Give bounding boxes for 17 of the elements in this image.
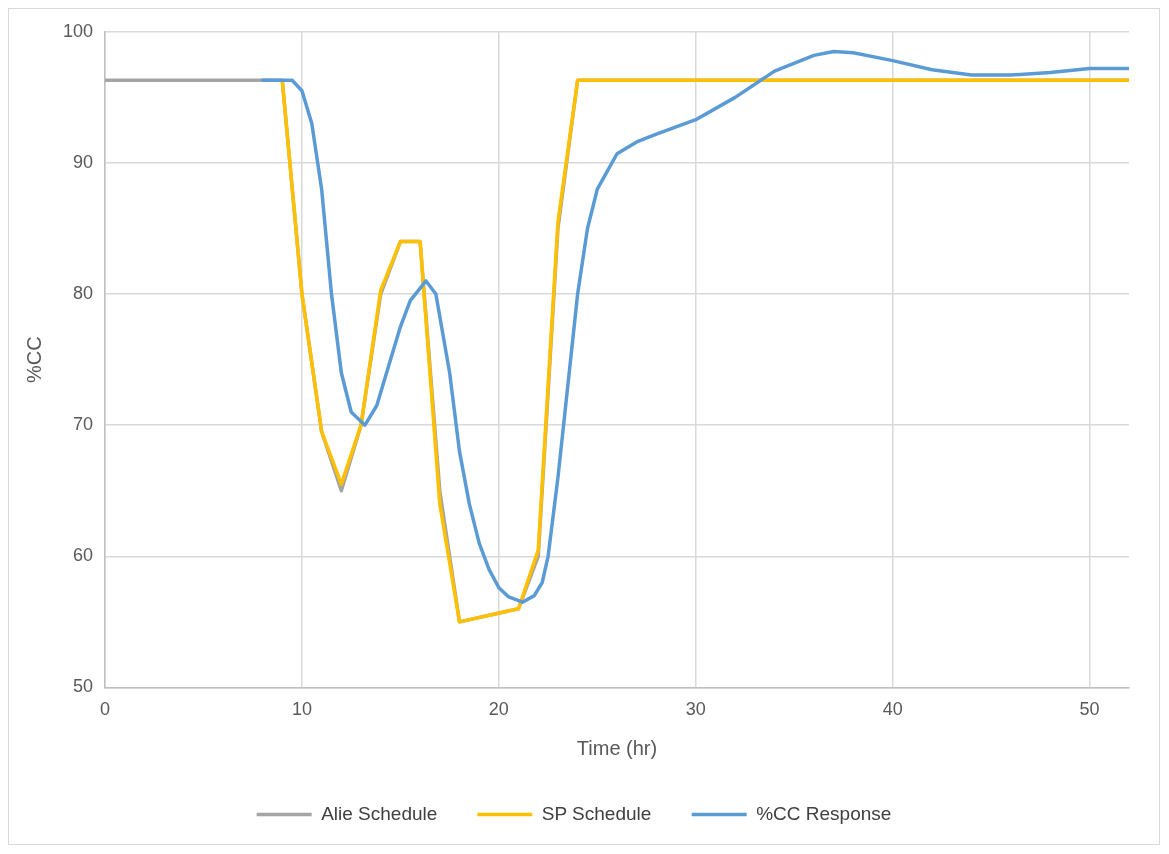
- x-tick-label: 10: [291, 699, 312, 720]
- y-tick-label: 100: [62, 20, 94, 41]
- y-tick-label: 60: [73, 545, 94, 566]
- x-axis-title: Time (hr): [576, 736, 658, 759]
- y-tick-label: 70: [73, 414, 94, 435]
- legend-label: %CC Response: [756, 802, 892, 824]
- x-tick-label: 0: [100, 699, 111, 720]
- y-tick-label: 80: [73, 283, 94, 304]
- y-axis-title: %CC: [22, 336, 45, 383]
- y-tick-label: 50: [73, 676, 94, 697]
- legend-label: SP Schedule: [541, 802, 652, 824]
- y-tick-label: 90: [73, 151, 94, 172]
- x-tick-label: 40: [882, 699, 903, 720]
- x-tick-label: 30: [685, 699, 706, 720]
- legend-label: Alie Schedule: [321, 802, 438, 824]
- x-tick-label: 50: [1079, 699, 1100, 720]
- x-tick-label: 20: [488, 699, 509, 720]
